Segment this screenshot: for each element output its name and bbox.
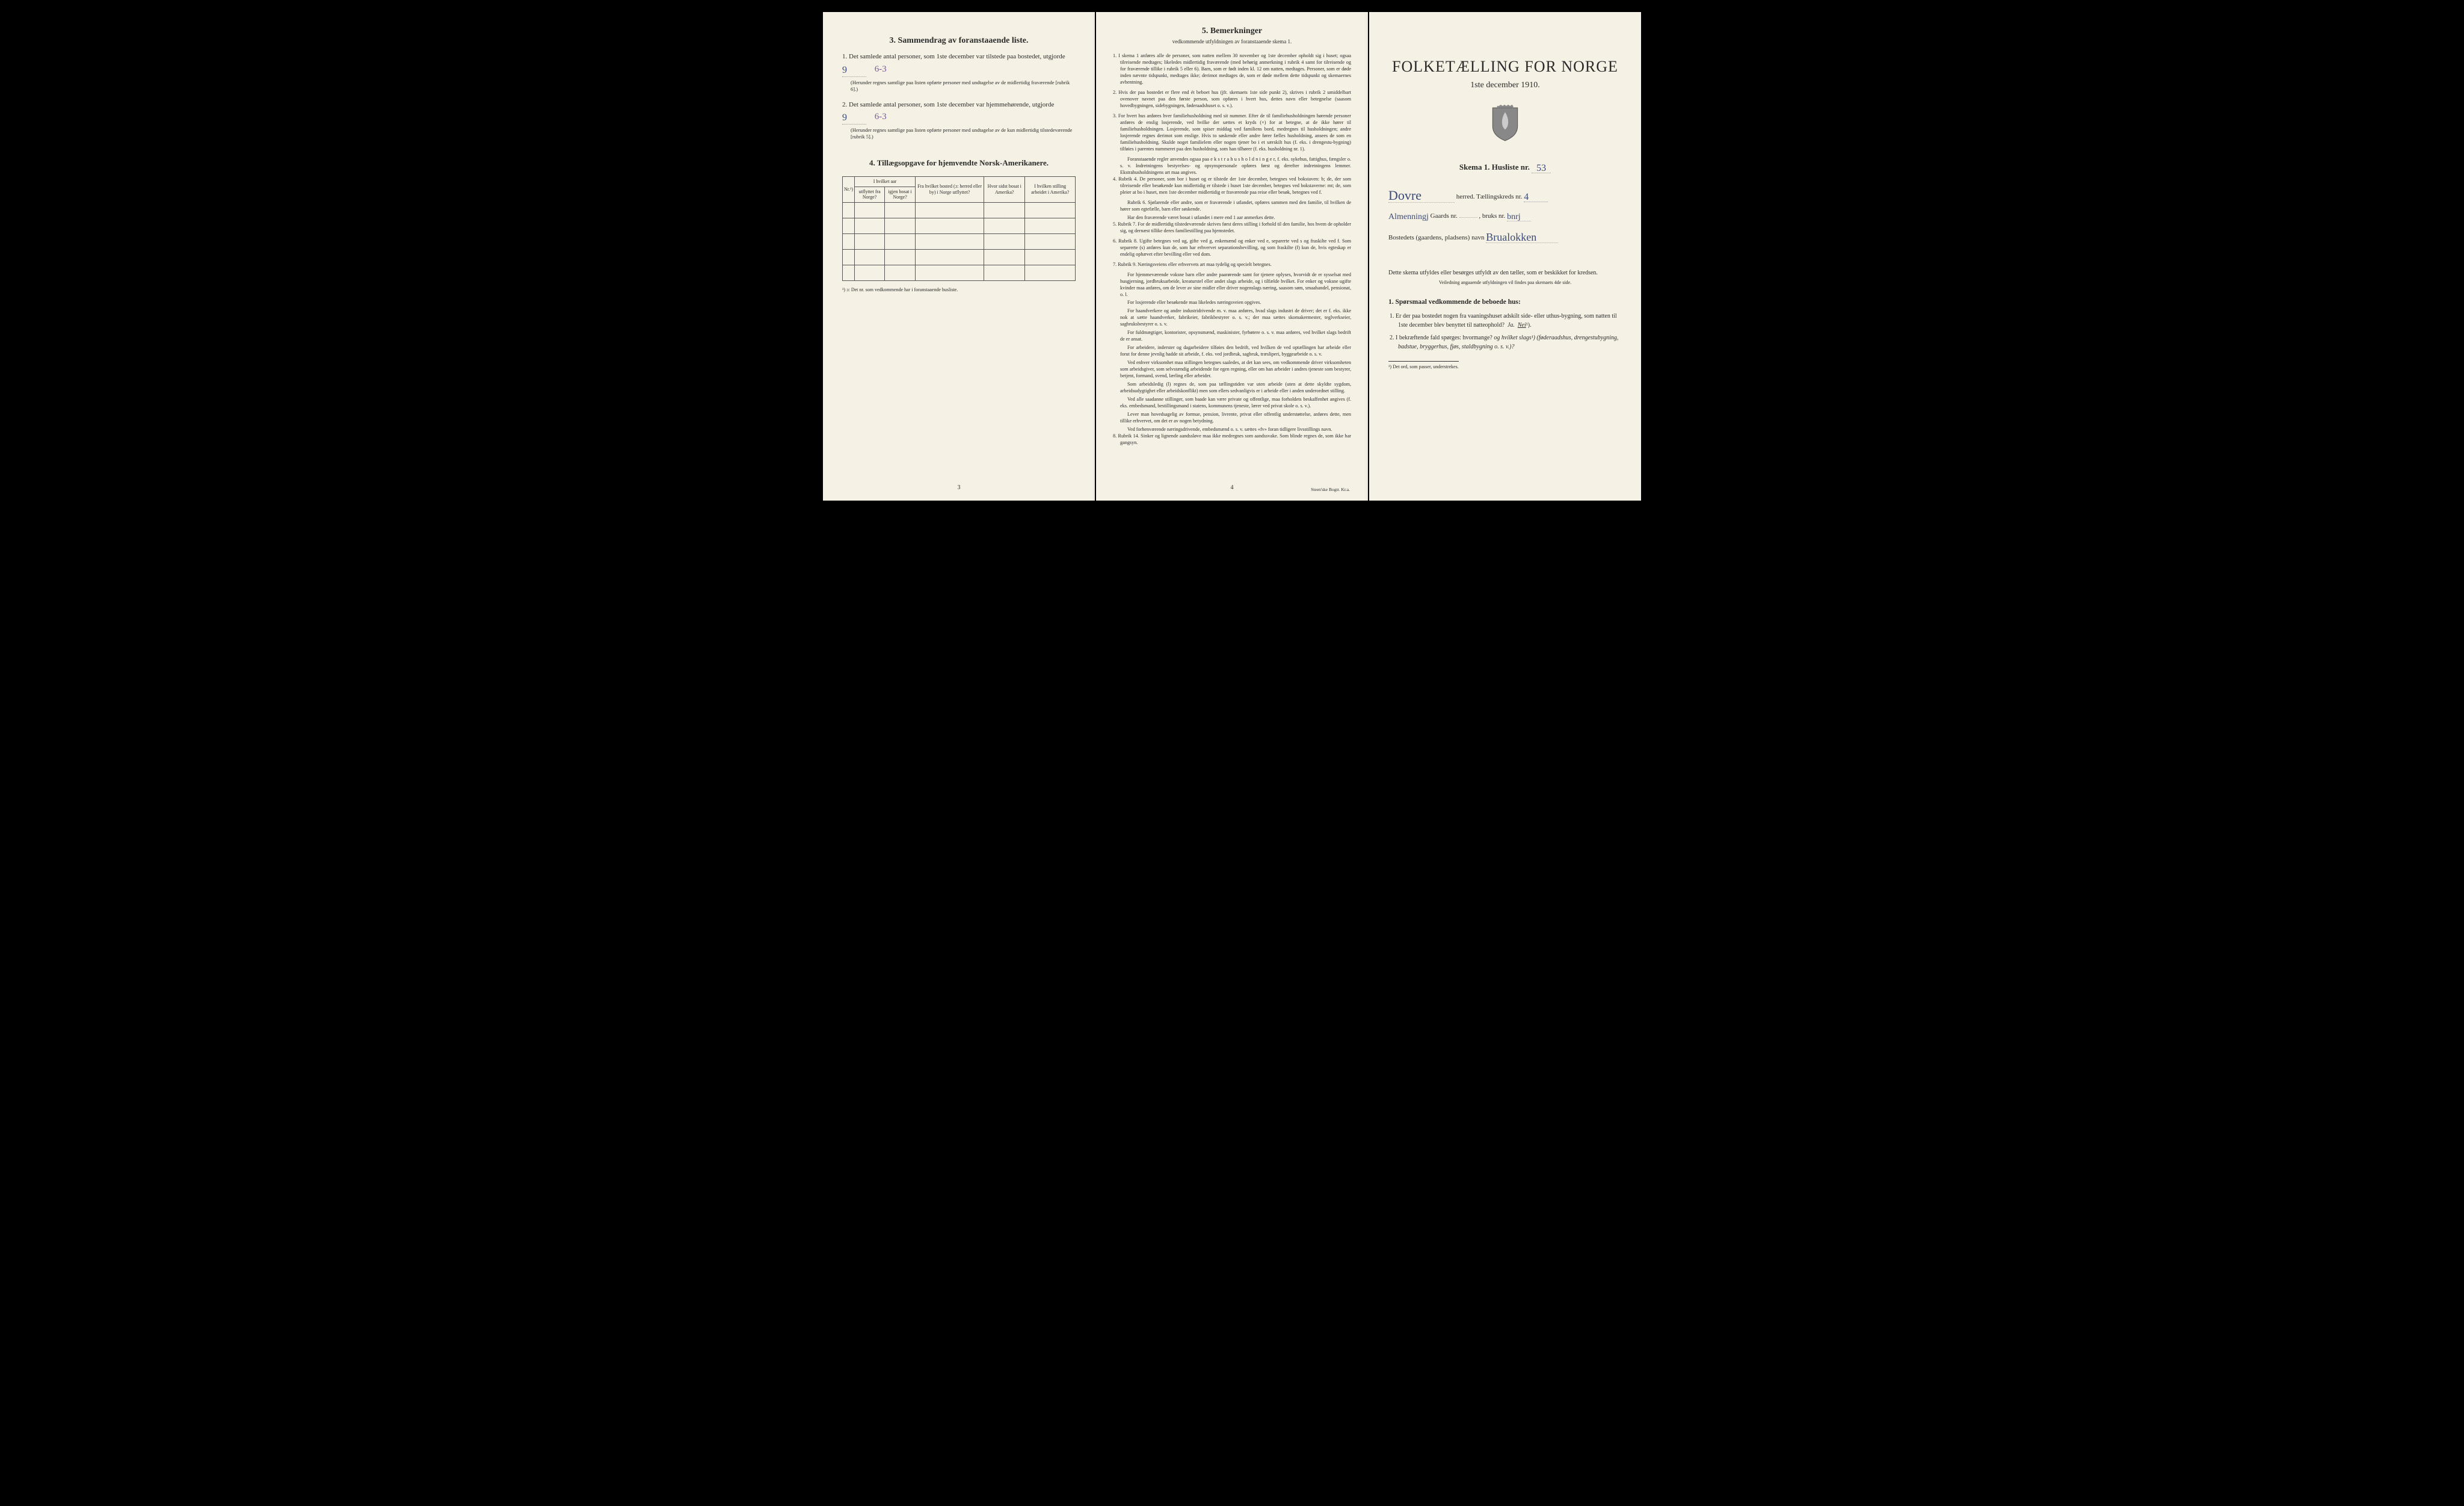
gaards-label: Gaards nr.	[1431, 212, 1458, 220]
q1-sup: ¹).	[1526, 322, 1532, 329]
gaards-handwritten: Almenningj	[1388, 212, 1429, 221]
remark-4: 4. Rubrik 4. De personer, som bor i huse…	[1113, 176, 1351, 196]
remark-7: 7. Rubrik 9. Næringsveiens eller erhverv…	[1113, 262, 1351, 268]
item-2: 2. Det samlede antal personer, som 1ste …	[842, 100, 1076, 125]
th-amerika: Hvor sidst bosat i Amerika?	[984, 177, 1025, 203]
remark-7e: For fuldmægtiger, kontorister, opsynsmæn…	[1113, 330, 1351, 343]
bruks-label: , bruks nr.	[1479, 212, 1505, 220]
remark-7b: For hjemmeværende voksne barn eller andr…	[1113, 272, 1351, 298]
remark-7i: Ved alle saadanne stillinger, som baade …	[1113, 397, 1351, 410]
remark-5: 5. Rubrik 7. For de midlertidig tilstede…	[1113, 221, 1351, 235]
cover-subinstruction: Veiledning angaaende utfyldningen vil fi…	[1388, 280, 1622, 285]
remark-3: 3. For hvert hus anføres hver familiehus…	[1113, 113, 1351, 153]
bosted-label: Bostedets (gaardens, pladsens) navn	[1388, 234, 1484, 241]
th-bosted: Fra hvilket bosted (ɔ: herred eller by) …	[915, 177, 984, 203]
remark-7g: Ved enhver virksomhet maa stillingen bet…	[1113, 360, 1351, 380]
cover-instruction: Dette skema utfyldes eller besørges utfy…	[1388, 268, 1622, 277]
bosted-line: Bostedets (gaardens, pladsens) navn Brua…	[1388, 230, 1622, 243]
table-footnote: ¹) ɔ: Det nr. som vedkommende har i fora…	[842, 287, 1076, 292]
item-1-note: (Herunder regnes samtlige paa listen opf…	[851, 79, 1076, 93]
remark-7d: For haandverkere og andre industridriven…	[1113, 308, 1351, 328]
th-nr: Nr.¹)	[843, 177, 855, 203]
remark-4b: Rubrik 6. Sjøfarende eller andre, som er…	[1113, 200, 1351, 213]
page-number-4: 4	[1231, 484, 1234, 491]
section-5-title: 5. Bemerkninger	[1113, 26, 1351, 36]
item-2-fill: 9	[842, 113, 847, 123]
item-1-fill: 9	[842, 65, 847, 75]
remark-4c: Har den fraværende været bosat i utlande…	[1113, 215, 1351, 221]
th-bosat: igjen bosat i Norge?	[885, 187, 916, 202]
page-3: 3. Sammendrag av foranstaaende liste. 1.…	[823, 12, 1095, 501]
item-2-fill2: 6-3	[875, 112, 887, 122]
amerikanere-table: Nr.¹) I hvilket aar Fra hvilket bosted (…	[842, 176, 1076, 281]
cover-title: FOLKETÆLLING FOR NORGE	[1388, 58, 1622, 76]
herred-line: Dovre herred. Tællingskreds nr. 4	[1388, 187, 1622, 203]
table-row	[843, 218, 1076, 233]
remark-7k: Ved forhenværende næringsdrivende, embed…	[1113, 427, 1351, 433]
remark-7c: For losjerende eller besøkende maa likel…	[1113, 300, 1351, 306]
remark-3b: Foranstaaende regler anvendes ogsaa paa …	[1113, 156, 1351, 176]
skema-label: Skema 1. Husliste nr.	[1459, 162, 1530, 171]
section-3-title: 3. Sammendrag av foranstaaende liste.	[842, 36, 1076, 46]
printer-credit: Steen'ske Bogtr. Kr.a.	[1311, 487, 1350, 492]
table-row	[843, 202, 1076, 218]
remark-7h: Som arbeidsledig (l) regnes de, som paa …	[1113, 381, 1351, 395]
q1-nei: Nei	[1518, 322, 1526, 329]
page-number-3: 3	[958, 484, 961, 491]
husliste-nr: 53	[1536, 163, 1546, 173]
bosted-value: Brualokken	[1486, 231, 1536, 243]
kreds-nr: 4	[1524, 192, 1529, 202]
section-5-sub: vedkommende utfyldningen av foranstaaend…	[1113, 39, 1351, 45]
item-1: 1. Det samlede antal personer, som 1ste …	[842, 52, 1076, 77]
question-2: 2. I bekræftende fald spørges: hvormange…	[1398, 333, 1622, 351]
bruks-value: bnrj	[1507, 212, 1521, 221]
table-row	[843, 265, 1076, 280]
remark-7f: For arbeidere, inderster og dagarbeidere…	[1113, 345, 1351, 358]
th-aar: I hvilket aar	[855, 177, 916, 187]
q2-text: 2. I bekræftende fald spørges: hvormange…	[1390, 335, 1492, 341]
remarks-list: 1. I skema 1 anføres alle de personer, s…	[1113, 53, 1351, 446]
gaards-line: Almenningj Gaards nr. , bruks nr. bnrj	[1388, 211, 1622, 221]
q1-ja: Ja.	[1508, 322, 1515, 329]
remark-2: 2. Hvis der paa bostedet er flere end ét…	[1113, 90, 1351, 110]
remark-6: 6. Rubrik 8. Ugifte betegnes ved ug, gif…	[1113, 238, 1351, 258]
section-4-title: 4. Tillægsopgave for hjemvendte Norsk-Am…	[842, 158, 1076, 168]
cover-footnote: ¹) Det ord, som passer, understrekes.	[1388, 361, 1459, 369]
herred-value: Dovre	[1388, 188, 1421, 203]
question-1: 1. Er der paa bostedet nogen fra vaaning…	[1398, 312, 1622, 330]
remark-1: 1. I skema 1 anføres alle de personer, s…	[1113, 53, 1351, 86]
th-utflyttet: utflyttet fra Norge?	[855, 187, 885, 202]
cover-page: FOLKETÆLLING FOR NORGE 1ste december 191…	[1369, 12, 1641, 501]
item-2-text: 2. Det samlede antal personer, som 1ste …	[842, 101, 1054, 108]
question-title: 1. Spørsmaal vedkommende de beboede hus:	[1388, 298, 1622, 306]
skema-line: Skema 1. Husliste nr. 53	[1388, 162, 1622, 173]
th-stilling: I hvilken stilling arbeidet i Amerika?	[1025, 177, 1076, 203]
coat-of-arms-icon	[1388, 105, 1622, 145]
item-1-fill2: 6-3	[875, 64, 887, 74]
table-row	[843, 249, 1076, 265]
table-row	[843, 233, 1076, 249]
q1-text: 1. Er der paa bostedet nogen fra vaaning…	[1390, 313, 1617, 329]
herred-label: herred. Tællingskreds nr.	[1456, 193, 1523, 200]
page-4: 5. Bemerkninger vedkommende utfyldningen…	[1096, 12, 1368, 501]
remark-8: 8. Rubrik 14. Sinker og lignende aandssl…	[1113, 433, 1351, 446]
remark-7j: Lever man hovedsagelig av formue, pensio…	[1113, 412, 1351, 425]
item-2-note: (Herunder regnes samtlige paa listen opf…	[851, 127, 1076, 140]
item-1-text: 1. Det samlede antal personer, som 1ste …	[842, 53, 1065, 60]
cover-date: 1ste december 1910.	[1388, 81, 1622, 90]
